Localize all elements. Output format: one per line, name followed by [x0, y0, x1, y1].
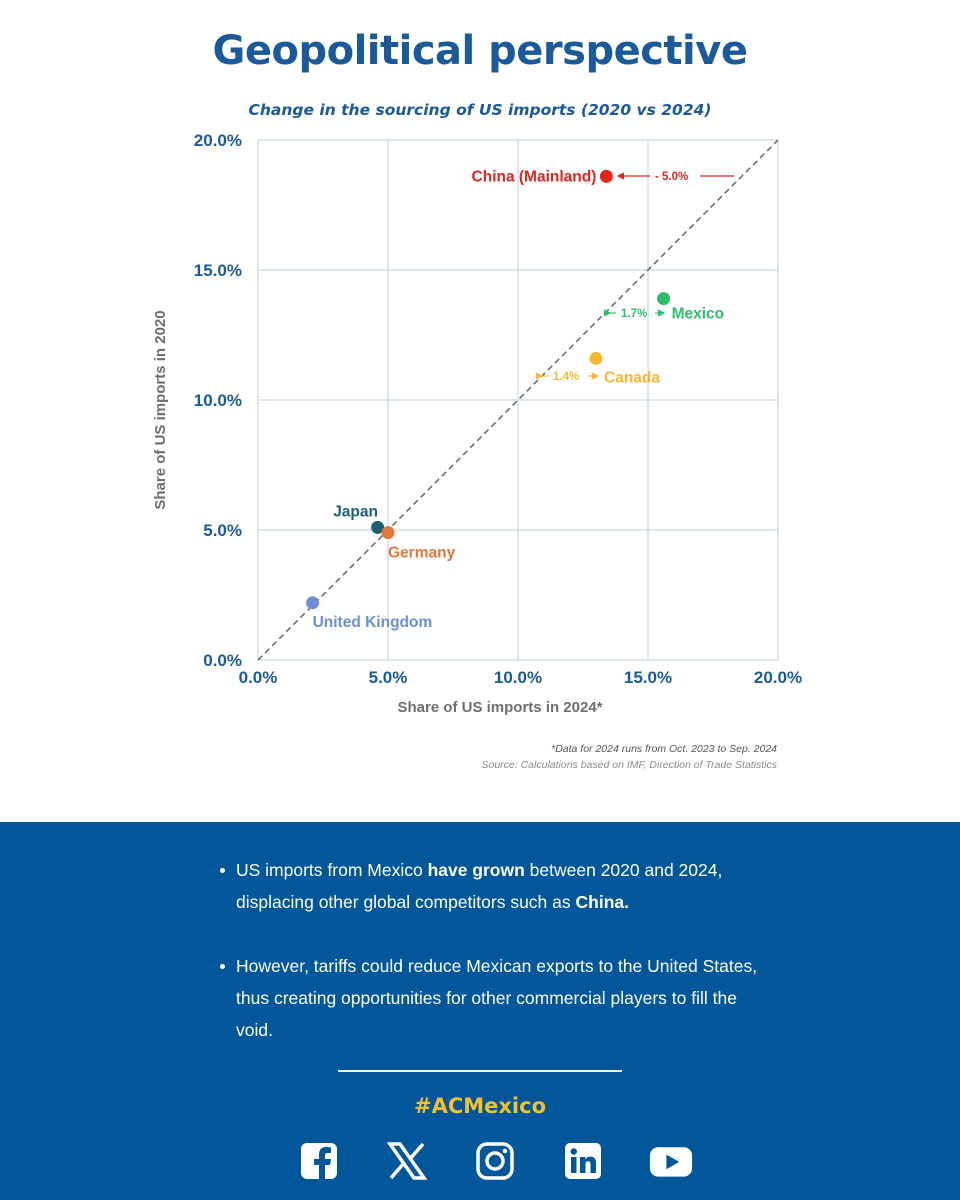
label-china-mainland: China (Mainland)	[472, 168, 597, 185]
diagonal-reference-line	[257, 139, 779, 661]
y-tick-label: 10.0%	[194, 391, 242, 410]
youtube-icon[interactable]	[649, 1141, 693, 1181]
y-tick-label: 15.0%	[194, 261, 242, 280]
x-tick-label: 15.0%	[624, 668, 672, 687]
label-united-kingdom: United Kingdom	[313, 614, 433, 631]
footnote: *Data for 2024 runs from Oct. 2023 to Se…	[482, 741, 778, 773]
label-japan: Japan	[333, 503, 378, 520]
x-tick-label: 10.0%	[494, 668, 542, 687]
x-icon[interactable]	[385, 1141, 429, 1181]
point-japan	[371, 520, 385, 534]
divider	[338, 1070, 622, 1072]
x-axis-title: Share of US imports in 2024*	[397, 699, 602, 716]
y-tick-label: 0.0%	[203, 651, 242, 670]
linkedin-icon[interactable]	[561, 1141, 605, 1181]
label-germany: Germany	[388, 545, 456, 562]
point-china-mainland	[599, 169, 613, 183]
annotation-mexico-label: 1.7%	[621, 308, 647, 320]
hashtag[interactable]: #ACMexico	[413, 1094, 547, 1118]
annotation-canada-label: 1.4%	[553, 371, 579, 383]
y-tick-label: 5.0%	[203, 521, 242, 540]
instagram-icon[interactable]	[473, 1141, 517, 1181]
annotation-china-mainland-label: - 5.0%	[655, 171, 688, 183]
footnote-data-note: *Data for 2024 runs from Oct. 2023 to Se…	[551, 743, 777, 755]
label-mexico: Mexico	[672, 306, 725, 323]
facebook-icon[interactable]	[297, 1141, 341, 1181]
y-axis-title: Share of US imports in 2020	[152, 310, 169, 509]
scatter-chart: - 5.0% 1.7% 1.4% 0.0% 5.0% 10.0% 15.0% 20.0% 0.…	[152, 131, 802, 716]
x-tick-label: 20.0%	[754, 668, 802, 687]
page-title: Geopolitical perspective	[212, 28, 748, 74]
social-links	[297, 1141, 693, 1181]
key-points-list: US imports from Mexico have grown betwee…	[218, 854, 778, 1078]
label-canada: Canada	[604, 369, 660, 386]
point-canada	[589, 351, 603, 365]
y-tick-label: 20.0%	[194, 131, 242, 150]
bullet-item: However, tariffs could reduce Mexican ex…	[218, 950, 778, 1046]
x-tick-label: 0.0%	[239, 668, 278, 687]
chart-subtitle: Change in the sourcing of US imports (20…	[248, 101, 712, 119]
point-germany	[381, 526, 395, 540]
point-united-kingdom	[306, 596, 320, 610]
point-mexico	[657, 292, 671, 306]
x-tick-label: 5.0%	[369, 668, 408, 687]
footer-panel	[0, 822, 960, 1200]
footnote-source: Source: Calculations based on IMF, Direc…	[481, 759, 778, 771]
bullet-item: US imports from Mexico have grown betwee…	[218, 854, 778, 918]
